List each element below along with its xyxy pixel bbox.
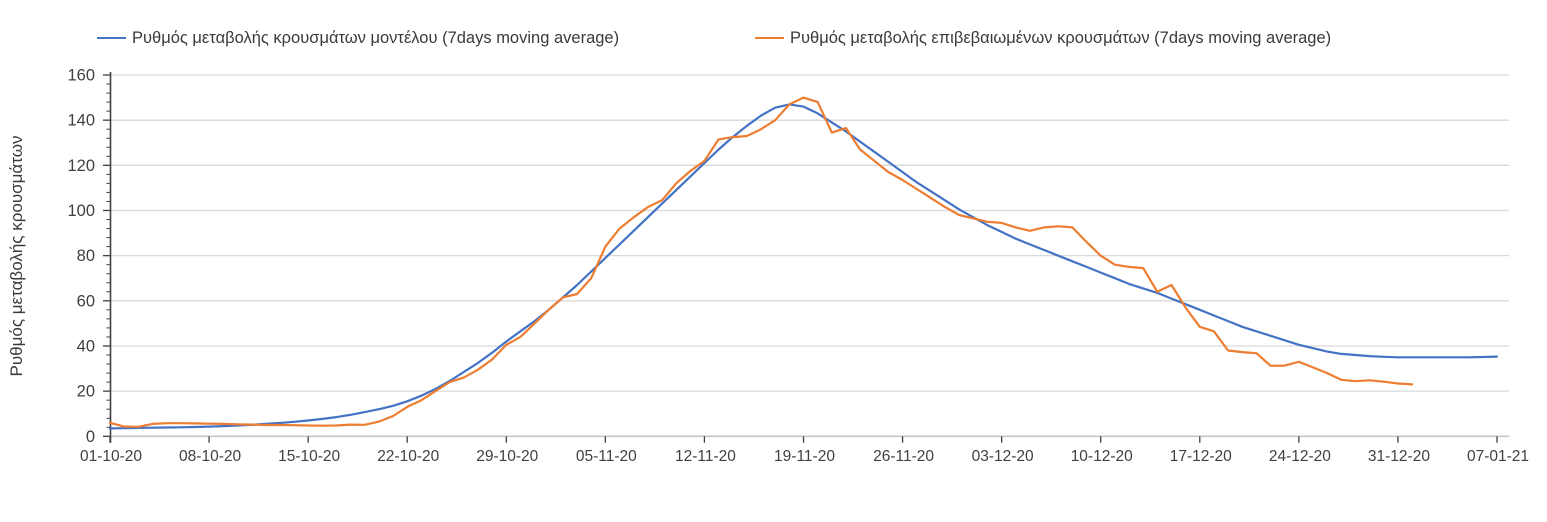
legend-item-confirmed[interactable]: Ρυθμός μεταβολής επιβεβαιωμένων κρουσμάτ… — [755, 28, 1331, 48]
legend-marker-model-line — [97, 36, 126, 40]
series-line-0 — [108, 103, 1499, 430]
x-tick-label-03-12-20: 03-12-20 — [972, 448, 1034, 465]
x-tick-label-24-12-20: 24-12-20 — [1269, 448, 1331, 465]
x-tick-label-05-11-20: 05-11-20 — [576, 448, 637, 465]
y-tick-label-100: 100 — [67, 202, 95, 220]
x-tick-label-22-10-20: 22-10-20 — [377, 448, 439, 465]
x-tick-label-31-12-20: 31-12-20 — [1368, 448, 1430, 465]
legend-marker-confirmed-line — [755, 36, 784, 40]
legend-label-confirmed: Ρυθμός μεταβολής επιβεβαιωμένων κρουσμάτ… — [790, 28, 1332, 47]
x-tick-label-29-10-20: 29-10-20 — [476, 448, 538, 465]
y-axis-title: Ρυθμός μεταβολής κρουσμάτων — [7, 136, 26, 377]
x-tick-label-17-12-20: 17-12-20 — [1170, 448, 1232, 465]
x-tick-label-12-11-20: 12-11-20 — [675, 448, 736, 465]
x-tick-label-10-12-20: 10-12-20 — [1071, 448, 1133, 465]
y-tick-label-20: 20 — [77, 383, 95, 401]
y-tick-label-120: 120 — [67, 157, 95, 175]
x-tick-label-07-01-21: 07-01-21 — [1467, 448, 1529, 465]
y-tick-label-60: 60 — [77, 292, 95, 310]
x-tick-label-19-11-20: 19-11-20 — [774, 448, 835, 465]
x-tick-label-15-10-20: 15-10-20 — [278, 448, 340, 465]
x-tick-label-08-10-20: 08-10-20 — [179, 448, 241, 465]
y-tick-label-140: 140 — [67, 112, 95, 130]
y-tick-label-80: 80 — [77, 247, 95, 265]
x-tick-label-01-10-20: 01-10-20 — [80, 448, 142, 465]
y-tick-label-40: 40 — [77, 337, 95, 355]
series-line-1 — [108, 96, 1414, 428]
chart-legend: Ρυθμός μεταβολής κρουσμάτων μοντέλου (7d… — [0, 0, 1547, 50]
x-tick-label-26-11-20: 26-11-20 — [873, 448, 934, 465]
y-tick-label-160: 160 — [67, 67, 95, 85]
legend-item-model[interactable]: Ρυθμός μεταβολής κρουσμάτων μοντέλου (7d… — [97, 28, 619, 48]
legend-label-model: Ρυθμός μεταβολής κρουσμάτων μοντέλου (7d… — [132, 28, 620, 47]
y-tick-label-0: 0 — [86, 428, 95, 446]
